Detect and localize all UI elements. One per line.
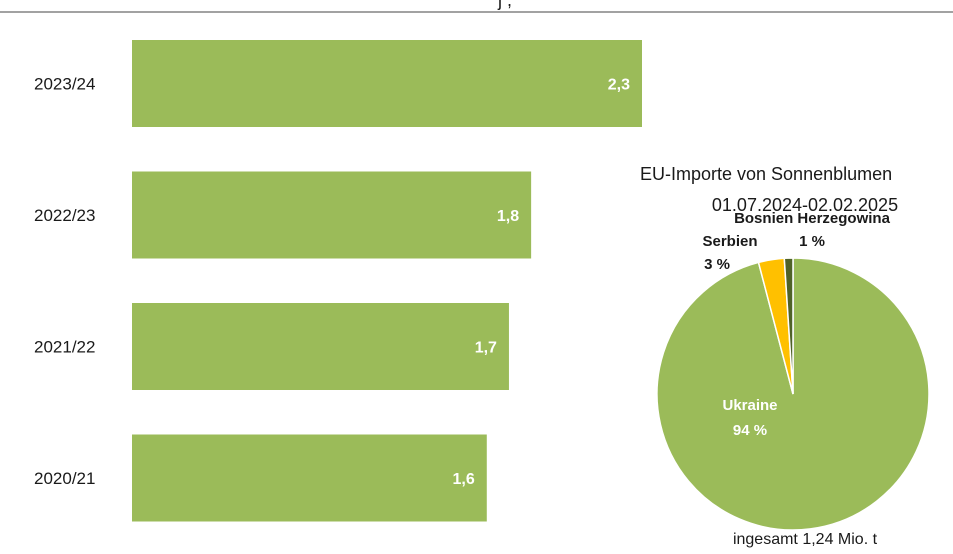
pie-label-ukraine-pct: 94 % [733,422,767,439]
pie-title: EU-Importe von Sonnenblumen [640,164,892,184]
category-label: 2022/23 [34,206,95,225]
value-label: 2,3 [608,77,630,94]
pie-total-label: ingesamt 1,24 Mio. t [733,531,878,548]
pie-label-serbia-name: Serbien [702,233,757,250]
cutoff-heading-fragment: j , [497,0,512,10]
bar-2023-24 [132,40,642,127]
bar-2021-22 [132,303,509,390]
pie-label-ukraine-name: Ukraine [722,397,777,414]
value-label: 1,8 [497,208,519,225]
pie-label-bosnia-name: Bosnien Herzegowina [734,210,891,227]
pie-chart [656,257,930,531]
bar-2022-23 [132,171,532,259]
pie-label-serbia-pct: 3 % [704,256,730,273]
pie-label-bosnia-pct: 1 % [799,233,825,250]
value-label: 1,7 [475,340,497,357]
category-label: 2020/21 [34,469,95,488]
value-label: 1,6 [453,471,475,488]
category-label: 2021/22 [34,338,95,357]
pie-subtitle: 01.07.2024-02.02.2025 [712,195,898,215]
bar-2020-21 [132,434,487,522]
bar-chart: 2023/24 2,3 2022/23 1,8 2021/22 1,7 2020/21 1,6 [34,40,642,522]
pie-slice-bosnien-herzegowina [783,257,794,395]
category-label: 2023/24 [34,75,95,94]
